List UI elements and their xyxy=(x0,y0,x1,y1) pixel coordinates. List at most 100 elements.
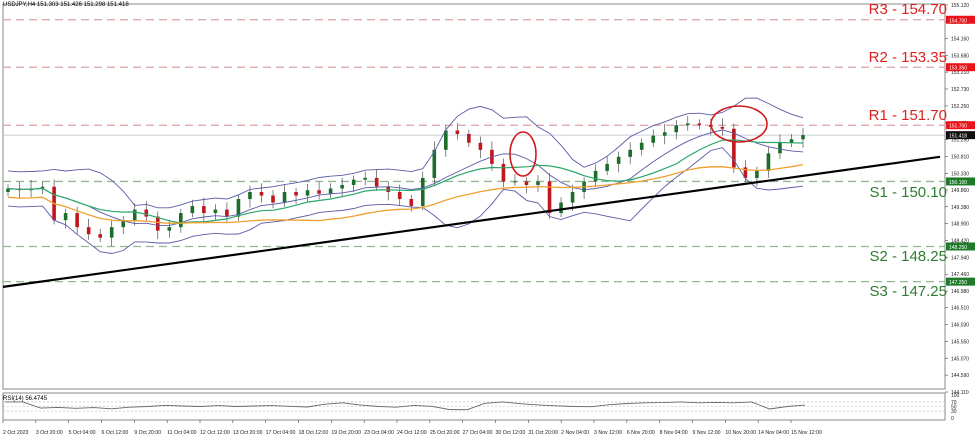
bear-candle xyxy=(374,177,379,187)
x-tick-label: 11 Oct 04:00 xyxy=(167,430,196,436)
s1-price-tag xyxy=(946,177,975,186)
s3-price-tag xyxy=(946,277,975,286)
bear-candle xyxy=(501,163,506,182)
y-tick-label: 152.250 xyxy=(951,104,969,110)
y-tick-label: 145.550 xyxy=(951,339,969,345)
current-price-tag xyxy=(946,131,975,140)
s2-price-tag xyxy=(946,242,975,251)
bear-candle xyxy=(271,195,275,203)
y-tick-label: 146.510 xyxy=(951,306,969,312)
bull-candle xyxy=(282,191,287,203)
moving-average-slow xyxy=(7,163,804,224)
bear-candle xyxy=(294,191,298,196)
r2-price-tag-text: 153.350 xyxy=(949,66,967,72)
y-tick-label: 146.030 xyxy=(951,323,969,329)
bear-candle xyxy=(86,227,91,235)
bull-candle xyxy=(432,149,437,178)
r1-price-tag-text: 151.700 xyxy=(949,124,967,130)
bear-candle xyxy=(743,167,748,178)
bear-candle xyxy=(524,181,529,185)
x-tick-label: 18 Oct 12:00 xyxy=(299,430,329,436)
s1-price-tag-text: 150.100 xyxy=(949,180,967,186)
bull-candle xyxy=(662,132,667,136)
s3-label: S3 - 147.25 xyxy=(869,283,947,300)
price-panel-frame xyxy=(2,3,946,390)
y-tick-label: 146.980 xyxy=(951,289,969,295)
y-tick-label: 147.940 xyxy=(951,255,969,261)
x-tick-label: 2 Oct 2023 xyxy=(3,430,28,436)
x-tick-label: 10 Nov 20:00 xyxy=(725,430,756,436)
bear-candle xyxy=(720,126,725,129)
y-tick-label: 148.900 xyxy=(951,222,969,228)
x-tick-label: 30 Oct 12:00 xyxy=(496,430,526,436)
bull-candle xyxy=(248,191,252,200)
x-tick-label: 3 Oct 20:00 xyxy=(36,430,63,436)
bollinger-lower-band xyxy=(7,147,804,254)
bull-candle xyxy=(340,184,344,189)
y-tick-label: 149.860 xyxy=(951,188,969,194)
bull-candle xyxy=(685,123,690,126)
bull-candle xyxy=(63,213,68,221)
s3-price-tag-text: 147.250 xyxy=(949,280,967,286)
bull-candle xyxy=(420,177,425,207)
bull-candle xyxy=(755,170,759,178)
rsi-tick-label: 30 xyxy=(951,409,957,415)
bull-candle xyxy=(305,190,310,196)
uptrend-line xyxy=(2,155,941,288)
r3-price-tag-text: 154.700 xyxy=(949,18,967,24)
bollinger-upper-band xyxy=(7,97,804,209)
rsi-tick-label: 100 xyxy=(951,393,960,399)
y-tick-label: 153.680 xyxy=(951,54,969,60)
bull-candle xyxy=(559,202,563,214)
y-tick-label: 151.290 xyxy=(951,138,969,144)
bull-candle xyxy=(789,139,794,143)
bull-candle xyxy=(651,135,656,143)
bull-candle xyxy=(351,179,356,185)
x-tick-label: 12 Oct 12:00 xyxy=(200,430,230,436)
bull-candle xyxy=(801,135,805,140)
y-tick-label: 154.160 xyxy=(951,37,969,43)
bear-candle xyxy=(75,213,79,228)
y-tick-label: 152.730 xyxy=(951,87,969,93)
bull-candle xyxy=(444,130,448,150)
r1-price-tag xyxy=(946,121,975,130)
rsi-title: RSI(14) 56.4745 xyxy=(3,396,48,402)
bull-candle xyxy=(766,153,771,171)
bull-candle xyxy=(236,199,241,217)
x-tick-label: 6 Nov 20:00 xyxy=(627,430,655,436)
bull-candle xyxy=(328,188,333,194)
y-tick-label: 150.810 xyxy=(951,154,969,160)
bull-candle xyxy=(167,227,172,231)
bear-candle xyxy=(225,209,229,217)
x-tick-label: 9 Nov 12:00 xyxy=(693,430,721,436)
y-tick-label: 155.120 xyxy=(951,3,969,9)
x-tick-label: 6 Oct 12:00 xyxy=(102,430,129,436)
bull-candle xyxy=(593,170,598,182)
bull-candle xyxy=(628,149,632,157)
moving-average-fast xyxy=(7,139,804,224)
bull-candle xyxy=(605,163,609,171)
r3-label: R3 - 154.70 xyxy=(868,1,947,18)
bull-candle xyxy=(616,156,621,164)
x-tick-label: 8 Nov 04:00 xyxy=(660,430,688,436)
x-tick-label: 17 Oct 04:00 xyxy=(266,430,296,436)
s2-price-tag-text: 148.250 xyxy=(949,245,967,251)
x-tick-label: 5 Oct 04:00 xyxy=(69,430,96,436)
rsi-line xyxy=(5,401,806,411)
x-tick-label: 27 Oct 04:00 xyxy=(463,430,493,436)
bear-candle xyxy=(202,206,206,214)
bull-candle xyxy=(109,227,114,238)
bear-candle xyxy=(144,209,149,217)
bear-candle xyxy=(155,216,160,231)
bull-candle xyxy=(132,209,137,221)
x-tick-label: 2 Nov 04:00 xyxy=(561,430,589,436)
x-tick-label: 9 Oct 20:00 xyxy=(134,430,161,436)
x-tick-label: 15 Nov 12:00 xyxy=(791,430,822,436)
chart-title: USDJPY,H4 151.303 151.426 151.298 151.41… xyxy=(3,2,129,8)
bull-candle xyxy=(179,213,183,228)
bull-candle xyxy=(363,177,367,180)
r2-label: R2 - 153.35 xyxy=(868,49,947,66)
y-tick-label: 148.420 xyxy=(951,239,969,245)
